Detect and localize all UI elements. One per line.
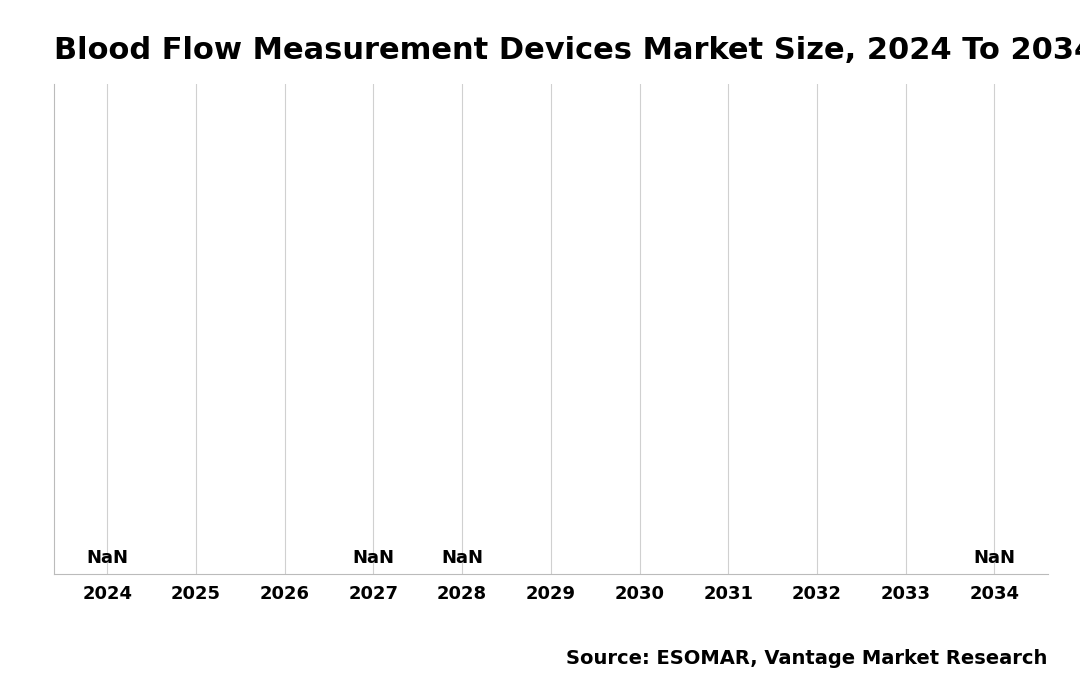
Text: Blood Flow Measurement Devices Market Size, 2024 To 2034 (USD Billion): Blood Flow Measurement Devices Market Si… <box>54 36 1080 65</box>
Text: NaN: NaN <box>973 549 1015 567</box>
Text: NaN: NaN <box>86 549 129 567</box>
Text: NaN: NaN <box>352 549 394 567</box>
Text: NaN: NaN <box>441 549 483 567</box>
Text: Source: ESOMAR, Vantage Market Research: Source: ESOMAR, Vantage Market Research <box>566 650 1048 668</box>
